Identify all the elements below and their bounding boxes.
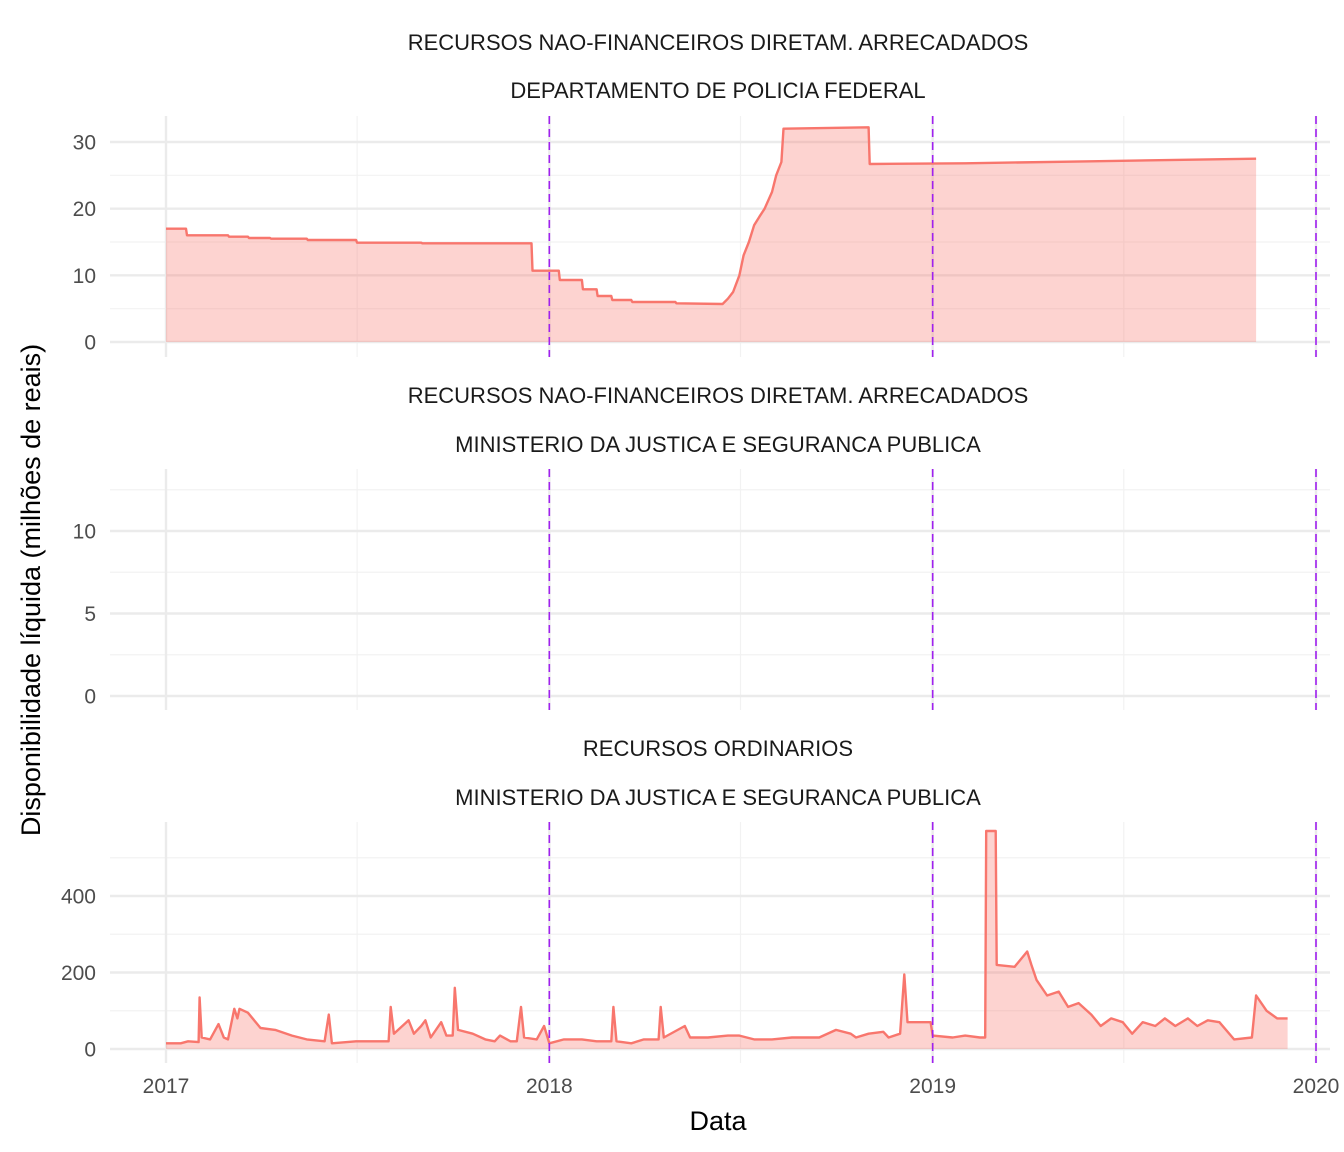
panel-1-y-tick-label: 20 (73, 198, 96, 221)
panel-1-area (166, 127, 1257, 342)
panel-3-series-line (166, 829, 1288, 1045)
panel-1-series-line (166, 126, 1257, 306)
panel-1-y-tick-label: 30 (73, 132, 96, 155)
panel-1-title-line-1: RECURSOS NAO-FINANCEIROS DIRETAM. ARRECA… (408, 30, 1029, 55)
panel-1-y-tick-label: 0 (84, 332, 96, 355)
x-tick-label: 2018 (526, 1075, 573, 1098)
x-tick-label: 2020 (1293, 1075, 1340, 1098)
panel-3-area (166, 831, 1288, 1049)
panel-2-y-tick-label: 10 (73, 521, 96, 544)
panel-3-plot: 0 200 400 (61, 822, 1330, 1063)
panel-3-title-line-2: MINISTERIO DA JUSTICA E SEGURANCA PUBLIC… (455, 785, 981, 810)
x-tick-label: 2019 (909, 1075, 956, 1098)
x-axis-ticks: 2017 2018 2019 2020 (143, 1075, 1340, 1098)
panel-3-y-tick-label: 400 (61, 886, 96, 909)
panel-1-y-tick-label: 10 (73, 265, 96, 288)
panel-2-title-line-2: MINISTERIO DA JUSTICA E SEGURANCA PUBLIC… (455, 432, 981, 457)
x-axis-title: Data (689, 1106, 747, 1136)
panel-3-y-tick-label: 0 (84, 1039, 96, 1062)
panel-1-plot: 0 10 20 30 (73, 116, 1330, 357)
panel-3-y-tick-label: 200 (61, 962, 96, 985)
panel-2-title-line-1: RECURSOS NAO-FINANCEIROS DIRETAM. ARRECA… (408, 383, 1029, 408)
panel-2-y-tick-label: 5 (84, 603, 96, 626)
y-axis-title: Disponibilidade líquida (milhões de reai… (16, 344, 46, 836)
x-tick-label: 2017 (143, 1075, 190, 1098)
panel-1-title-line-2: DEPARTAMENTO DE POLICIA FEDERAL (510, 78, 925, 103)
panel-2-plot: 0 5 10 (73, 469, 1330, 710)
panel-2-y-tick-label: 0 (84, 686, 96, 709)
panel-3-title-line-1: RECURSOS ORDINARIOS (583, 736, 853, 761)
